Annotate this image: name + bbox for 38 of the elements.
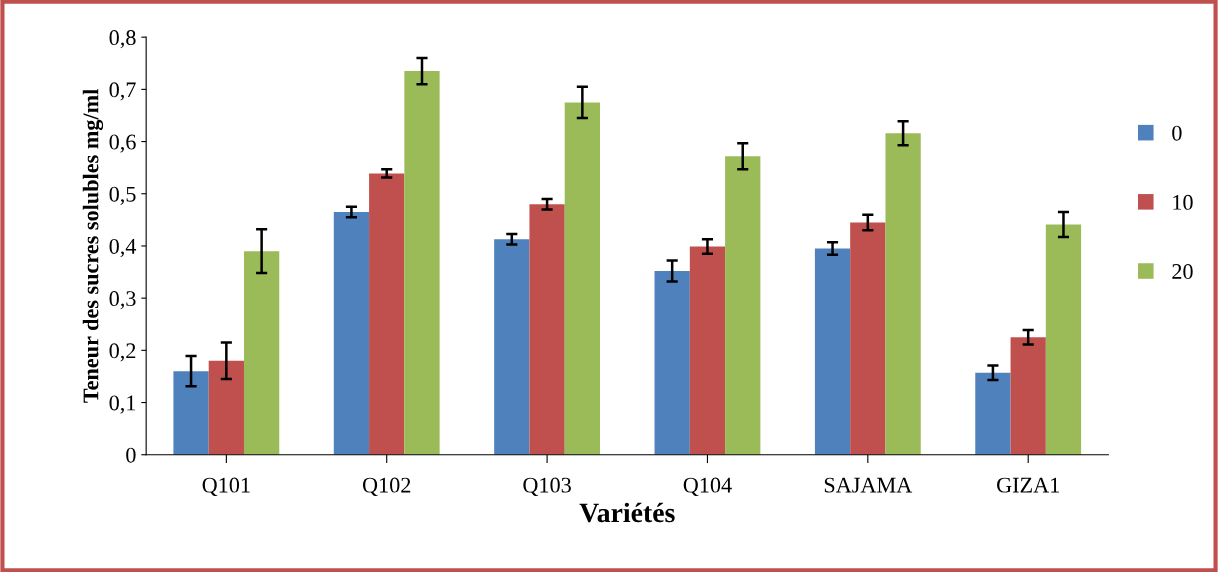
x-tick-label: Q101 (202, 477, 250, 496)
y-tick-label: 0,5 (109, 186, 136, 205)
bar (975, 372, 1011, 455)
legend-label: 0 (1172, 125, 1182, 141)
bar (885, 133, 921, 455)
y-tick-label: 0,1 (109, 395, 136, 414)
bar (689, 246, 726, 455)
bar (1045, 224, 1082, 455)
y-tick-label: 0,2 (109, 343, 136, 362)
x-tick-label: SAJAMA (824, 477, 913, 493)
legend-label: 20 (1172, 264, 1193, 280)
x-axis-title: Variétés (579, 502, 675, 523)
legend-label: 10 (1173, 194, 1193, 210)
y-tick-label: 0,4 (109, 238, 137, 258)
bar (850, 222, 886, 455)
bar (654, 271, 690, 455)
y-tick-label: 0,6 (109, 134, 136, 153)
bar (494, 239, 530, 455)
y-tick-label: 0 (126, 447, 136, 463)
y-tick-label: 0,7 (109, 82, 136, 101)
x-tick-label: Q102 (362, 477, 411, 496)
x-tick-label: Q103 (523, 477, 571, 496)
x-tick-label: GIZA1 (997, 477, 1059, 493)
bar (1010, 337, 1046, 455)
y-tick-label: 0,3 (109, 291, 136, 310)
bar (814, 248, 851, 455)
y-axis-title: Teneur des sucres solubles mg/ml (82, 89, 104, 403)
bar (173, 371, 209, 455)
x-tick-label: Q104 (683, 477, 732, 496)
bar (333, 212, 370, 455)
bar (564, 102, 601, 455)
bar (529, 204, 565, 455)
y-tick-label: 0,8 (109, 30, 136, 49)
bar (404, 71, 440, 455)
bar (725, 156, 761, 455)
bar (243, 251, 280, 455)
bar (208, 360, 244, 455)
bar (369, 173, 405, 455)
